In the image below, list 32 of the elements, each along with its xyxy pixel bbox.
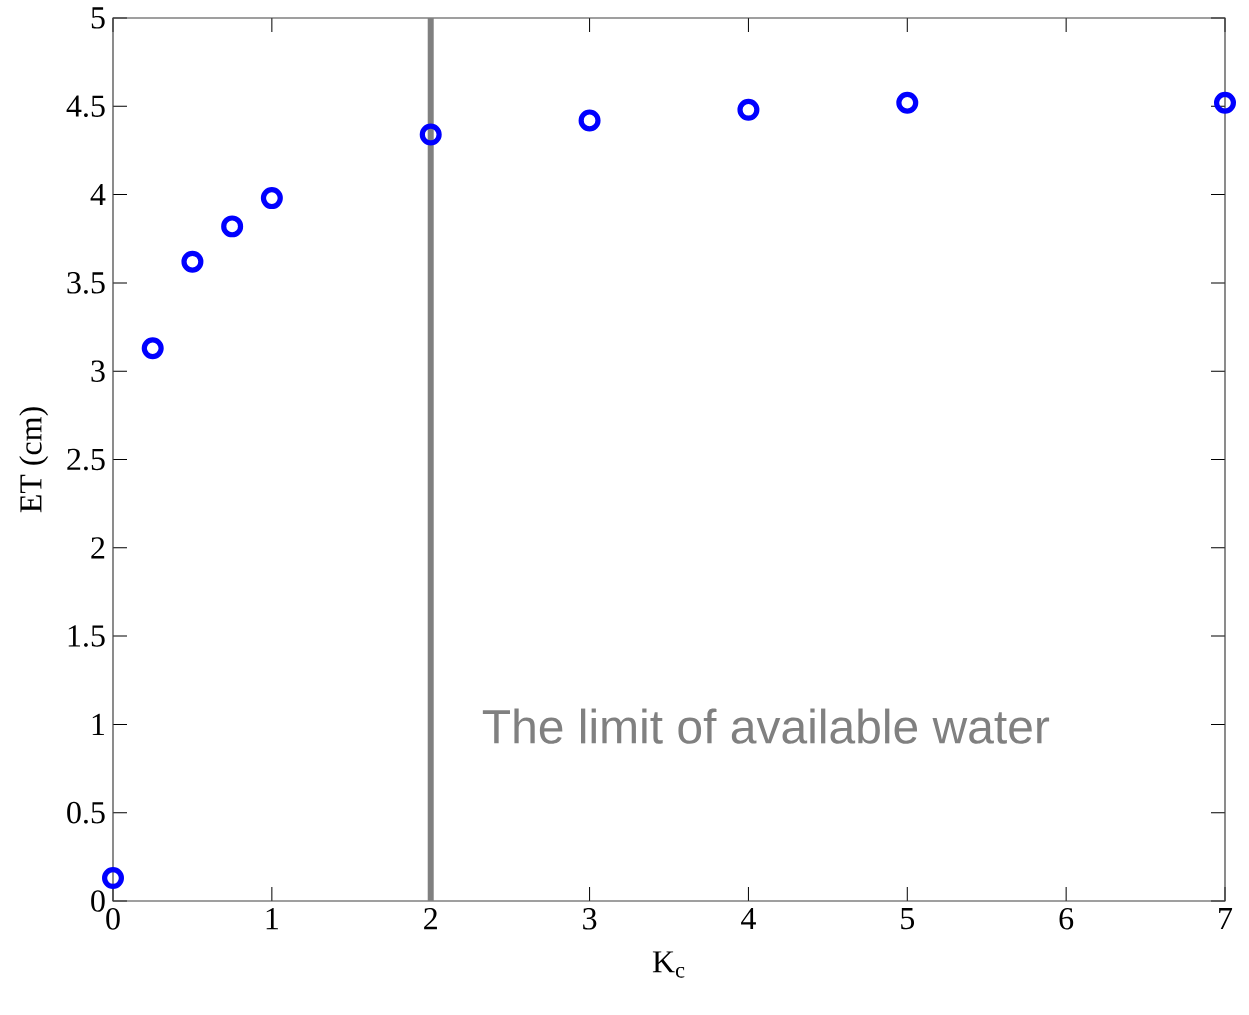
x-tick-label: 2 (424, 908, 437, 930)
x-tick-label: 5 (901, 908, 915, 930)
y-tick-label: 4.5 (66, 95, 105, 118)
x-tick-label: 6 (1059, 908, 1074, 930)
y-tick-label: 3 (91, 360, 105, 382)
y-tick-label: 1.5 (68, 625, 105, 647)
x-tick-label: 3 (583, 908, 597, 930)
point (737, 98, 760, 121)
y-tick-label: 4 (90, 184, 106, 206)
point (896, 91, 919, 114)
point (1214, 91, 1236, 114)
y-axis-title: ET (cm) (19, 407, 49, 513)
point (260, 187, 283, 210)
x-axis-title: K$_{c}$ (652, 951, 685, 978)
y-tick-label: 2 (91, 537, 105, 559)
y-tick-label: 1 (92, 713, 105, 735)
point (102, 867, 124, 890)
point (181, 250, 204, 273)
y-tick-label: 0.5 (67, 801, 105, 824)
x-tick-label: 4 (741, 908, 756, 930)
y-tick-label: 0 (91, 890, 105, 912)
point (578, 109, 601, 132)
x-tick-label: 1 (266, 908, 278, 930)
y-tick-label: 3.5 (67, 272, 105, 294)
point (141, 337, 164, 360)
y-tick-label: 2.5 (67, 448, 105, 471)
x-tick-label: 0 (106, 908, 120, 930)
ref-line-label: The limit of available water (482, 708, 1050, 744)
y-tick-label: 5 (91, 7, 105, 29)
point (419, 123, 442, 146)
point (221, 215, 244, 238)
x-tick-label: 7 (1219, 908, 1233, 929)
